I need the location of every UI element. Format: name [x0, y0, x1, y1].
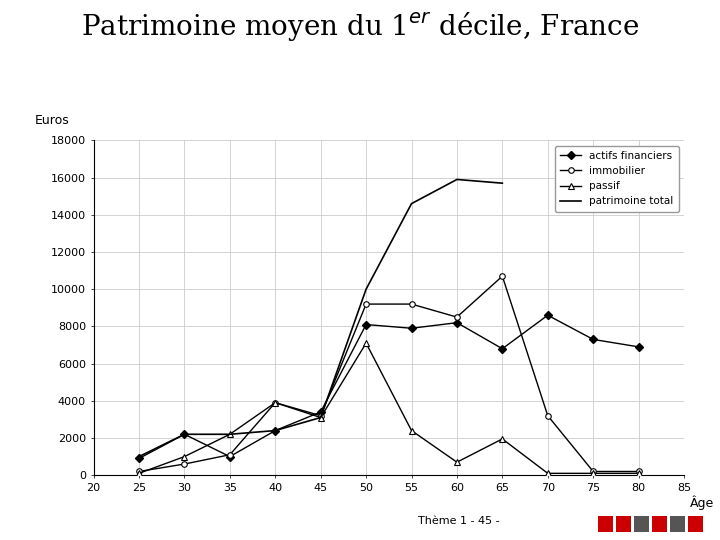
actifs financiers	[361, 321, 370, 328]
actifs financiers	[271, 427, 279, 434]
Line: actifs financiers: actifs financiers	[136, 313, 642, 461]
passif	[316, 414, 325, 421]
Line: passif: passif	[135, 340, 642, 477]
actifs financiers	[180, 431, 189, 437]
immobilier	[180, 461, 189, 467]
Text: Thème 1 - 45 -: Thème 1 - 45 -	[418, 516, 499, 526]
immobilier	[408, 301, 416, 307]
Text: Patrimoine moyen du 1$^{er}$ décile, France: Patrimoine moyen du 1$^{er}$ décile, Fra…	[81, 10, 639, 43]
Text: Euros: Euros	[35, 114, 69, 127]
patrimoine total	[135, 454, 143, 460]
patrimoine total	[453, 176, 462, 183]
passif	[498, 436, 507, 442]
actifs financiers	[316, 409, 325, 415]
Line: immobilier: immobilier	[136, 273, 642, 474]
passif	[361, 340, 370, 346]
patrimoine total	[498, 180, 507, 186]
passif	[408, 427, 416, 434]
immobilier	[271, 400, 279, 406]
actifs financiers	[544, 312, 552, 319]
immobilier	[589, 468, 598, 475]
actifs financiers	[408, 325, 416, 332]
patrimoine total	[271, 427, 279, 434]
passif	[135, 470, 143, 477]
actifs financiers	[453, 320, 462, 326]
passif	[271, 400, 279, 406]
patrimoine total	[316, 414, 325, 421]
Line: patrimoine total: patrimoine total	[139, 179, 503, 457]
immobilier	[135, 468, 143, 475]
immobilier	[361, 301, 370, 307]
actifs financiers	[498, 346, 507, 352]
Legend: actifs financiers, immobilier, passif, patrimoine total: actifs financiers, immobilier, passif, p…	[555, 146, 679, 212]
immobilier	[453, 314, 462, 320]
actifs financiers	[589, 336, 598, 343]
actifs financiers	[135, 455, 143, 462]
Text: Âge: Âge	[690, 495, 714, 510]
passif	[544, 470, 552, 477]
immobilier	[225, 451, 234, 458]
patrimoine total	[225, 431, 234, 437]
immobilier	[544, 413, 552, 419]
patrimoine total	[361, 286, 370, 293]
patrimoine total	[180, 431, 189, 437]
actifs financiers	[225, 454, 234, 460]
passif	[180, 454, 189, 460]
immobilier	[498, 273, 507, 279]
passif	[225, 431, 234, 437]
actifs financiers	[634, 343, 643, 350]
immobilier	[316, 413, 325, 419]
passif	[634, 470, 643, 477]
immobilier	[634, 468, 643, 475]
passif	[453, 459, 462, 465]
patrimoine total	[408, 200, 416, 207]
passif	[589, 470, 598, 477]
